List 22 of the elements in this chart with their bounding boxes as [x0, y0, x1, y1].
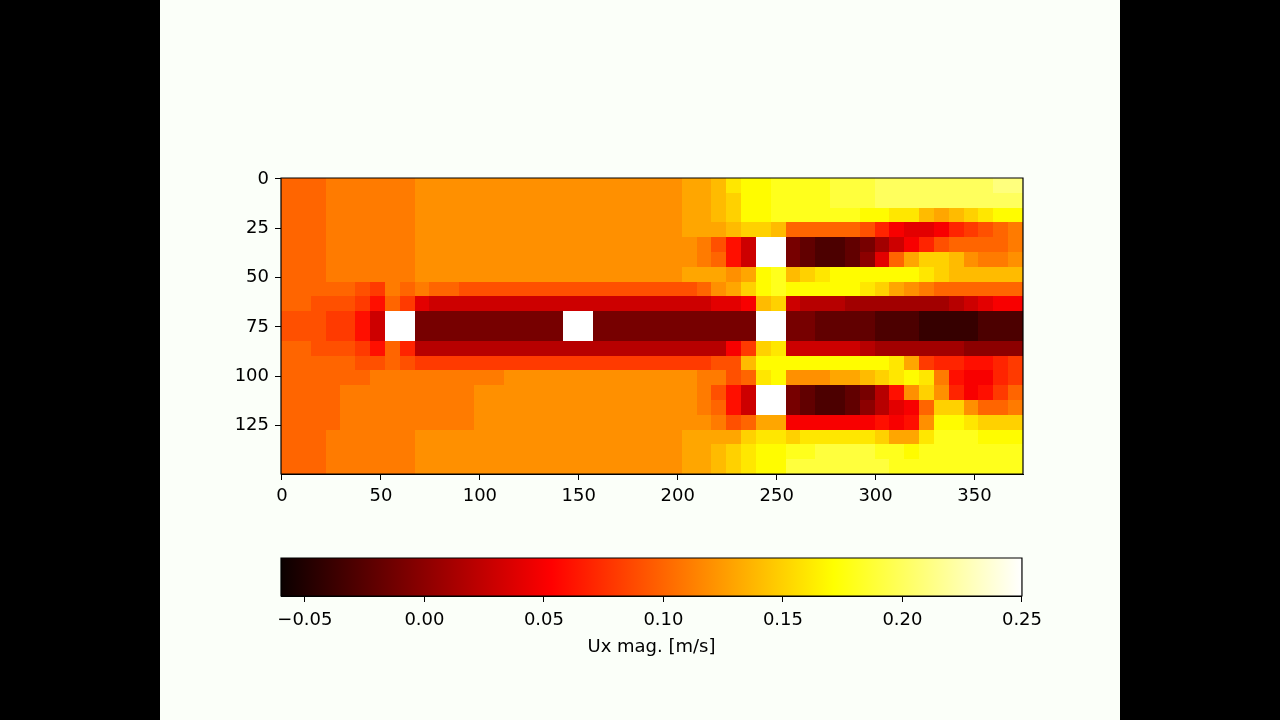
- x-tick-label: 150: [561, 484, 596, 506]
- color-bar-label: −0.05: [277, 608, 333, 630]
- y-tick-label: 0: [257, 166, 269, 188]
- y-tick-label: 50: [246, 265, 269, 287]
- color-bar-label: 0.20: [882, 608, 923, 630]
- color-bar-label: 0.10: [643, 608, 684, 630]
- x-tick-label: 350: [957, 484, 992, 506]
- x-tick-label: 300: [858, 484, 893, 506]
- y-tick-label: 25: [246, 215, 269, 237]
- x-tick-label: 0: [276, 484, 288, 506]
- color-bar-label: 0.05: [523, 608, 564, 630]
- y-tick-label: 75: [246, 314, 269, 336]
- y-tick-label: 125: [234, 413, 269, 435]
- color-bar-label: 0.00: [404, 608, 445, 630]
- color-bar-title: Ux mag. [m/s]: [587, 634, 716, 656]
- x-tick-label: 250: [759, 484, 794, 506]
- x-tick-label: 100: [462, 484, 498, 506]
- x-tick-label: 50: [369, 484, 393, 506]
- y-tick-label: 100: [234, 363, 269, 385]
- color-bar-label: 0.25: [1001, 608, 1042, 630]
- color-bar-label: 0.15: [762, 608, 803, 630]
- x-tick-label: 200: [660, 484, 695, 506]
